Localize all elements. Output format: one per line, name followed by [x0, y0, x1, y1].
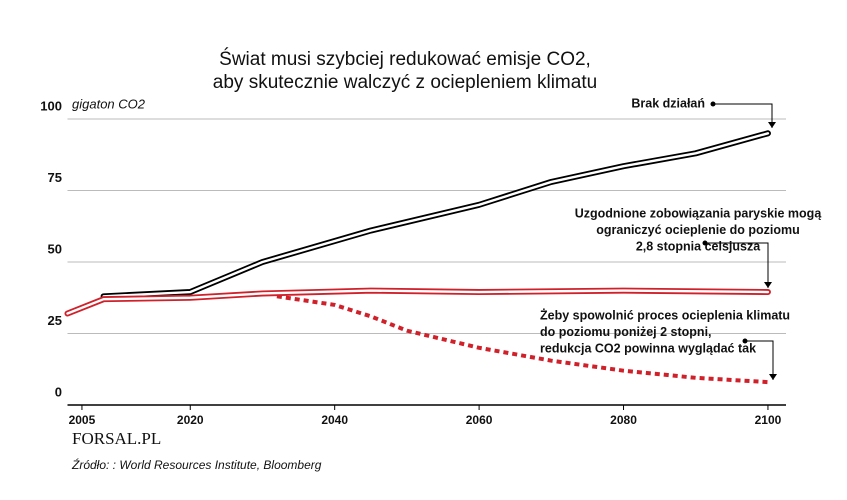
x-tick-label: 2060	[466, 413, 493, 427]
y-tick-label: 50	[48, 241, 62, 256]
line	[276, 294, 769, 385]
annotation: redukcja CO2 powinna wyglądać tak	[540, 341, 756, 355]
chart-title: aby skutecznie walczyć z ociepleniem kli…	[213, 72, 597, 93]
annotation: 2,8 stopnia celsjusza	[636, 239, 761, 253]
x-tick-label: 2080	[610, 413, 637, 427]
y-tick-label: 75	[48, 170, 62, 185]
annotation: do poziomu poniżej 2 stopni,	[540, 325, 712, 339]
annotation: Uzgodnione zobowiązania paryskie mogą	[575, 206, 823, 220]
arrow-head	[764, 282, 772, 288]
y-axis-label: gigaton CO2	[72, 96, 146, 111]
y-tick-label: 100	[40, 98, 62, 113]
annotation: Żeby spowolnić proces ocieplenia klimatu	[540, 307, 790, 322]
annotation: Brak działań	[631, 96, 705, 110]
x-tick-label: 2100	[755, 413, 782, 427]
x-tick-label: 2005	[69, 413, 96, 427]
x-tick-label: 2040	[321, 413, 348, 427]
annotation-arrow	[745, 340, 774, 380]
source: Źródło: : World Resources Institute, Blo…	[71, 457, 322, 472]
arrow-head	[769, 374, 777, 380]
arrow-head	[768, 122, 776, 128]
annotation-arrow	[713, 103, 773, 128]
logo: FORSAL.PL	[72, 429, 161, 448]
annotation: ograniczyć ocieplenie do poziomu	[596, 223, 800, 237]
y-tick-label: 0	[55, 384, 62, 399]
y-tick-label: 25	[48, 313, 62, 328]
line-inner	[102, 132, 770, 298]
x-tick-label: 2020	[177, 413, 204, 427]
chart-title: Świat musi szybciej redukować emisje CO2…	[219, 48, 591, 70]
line-inner	[66, 289, 770, 315]
annotation-arrow	[705, 242, 769, 288]
